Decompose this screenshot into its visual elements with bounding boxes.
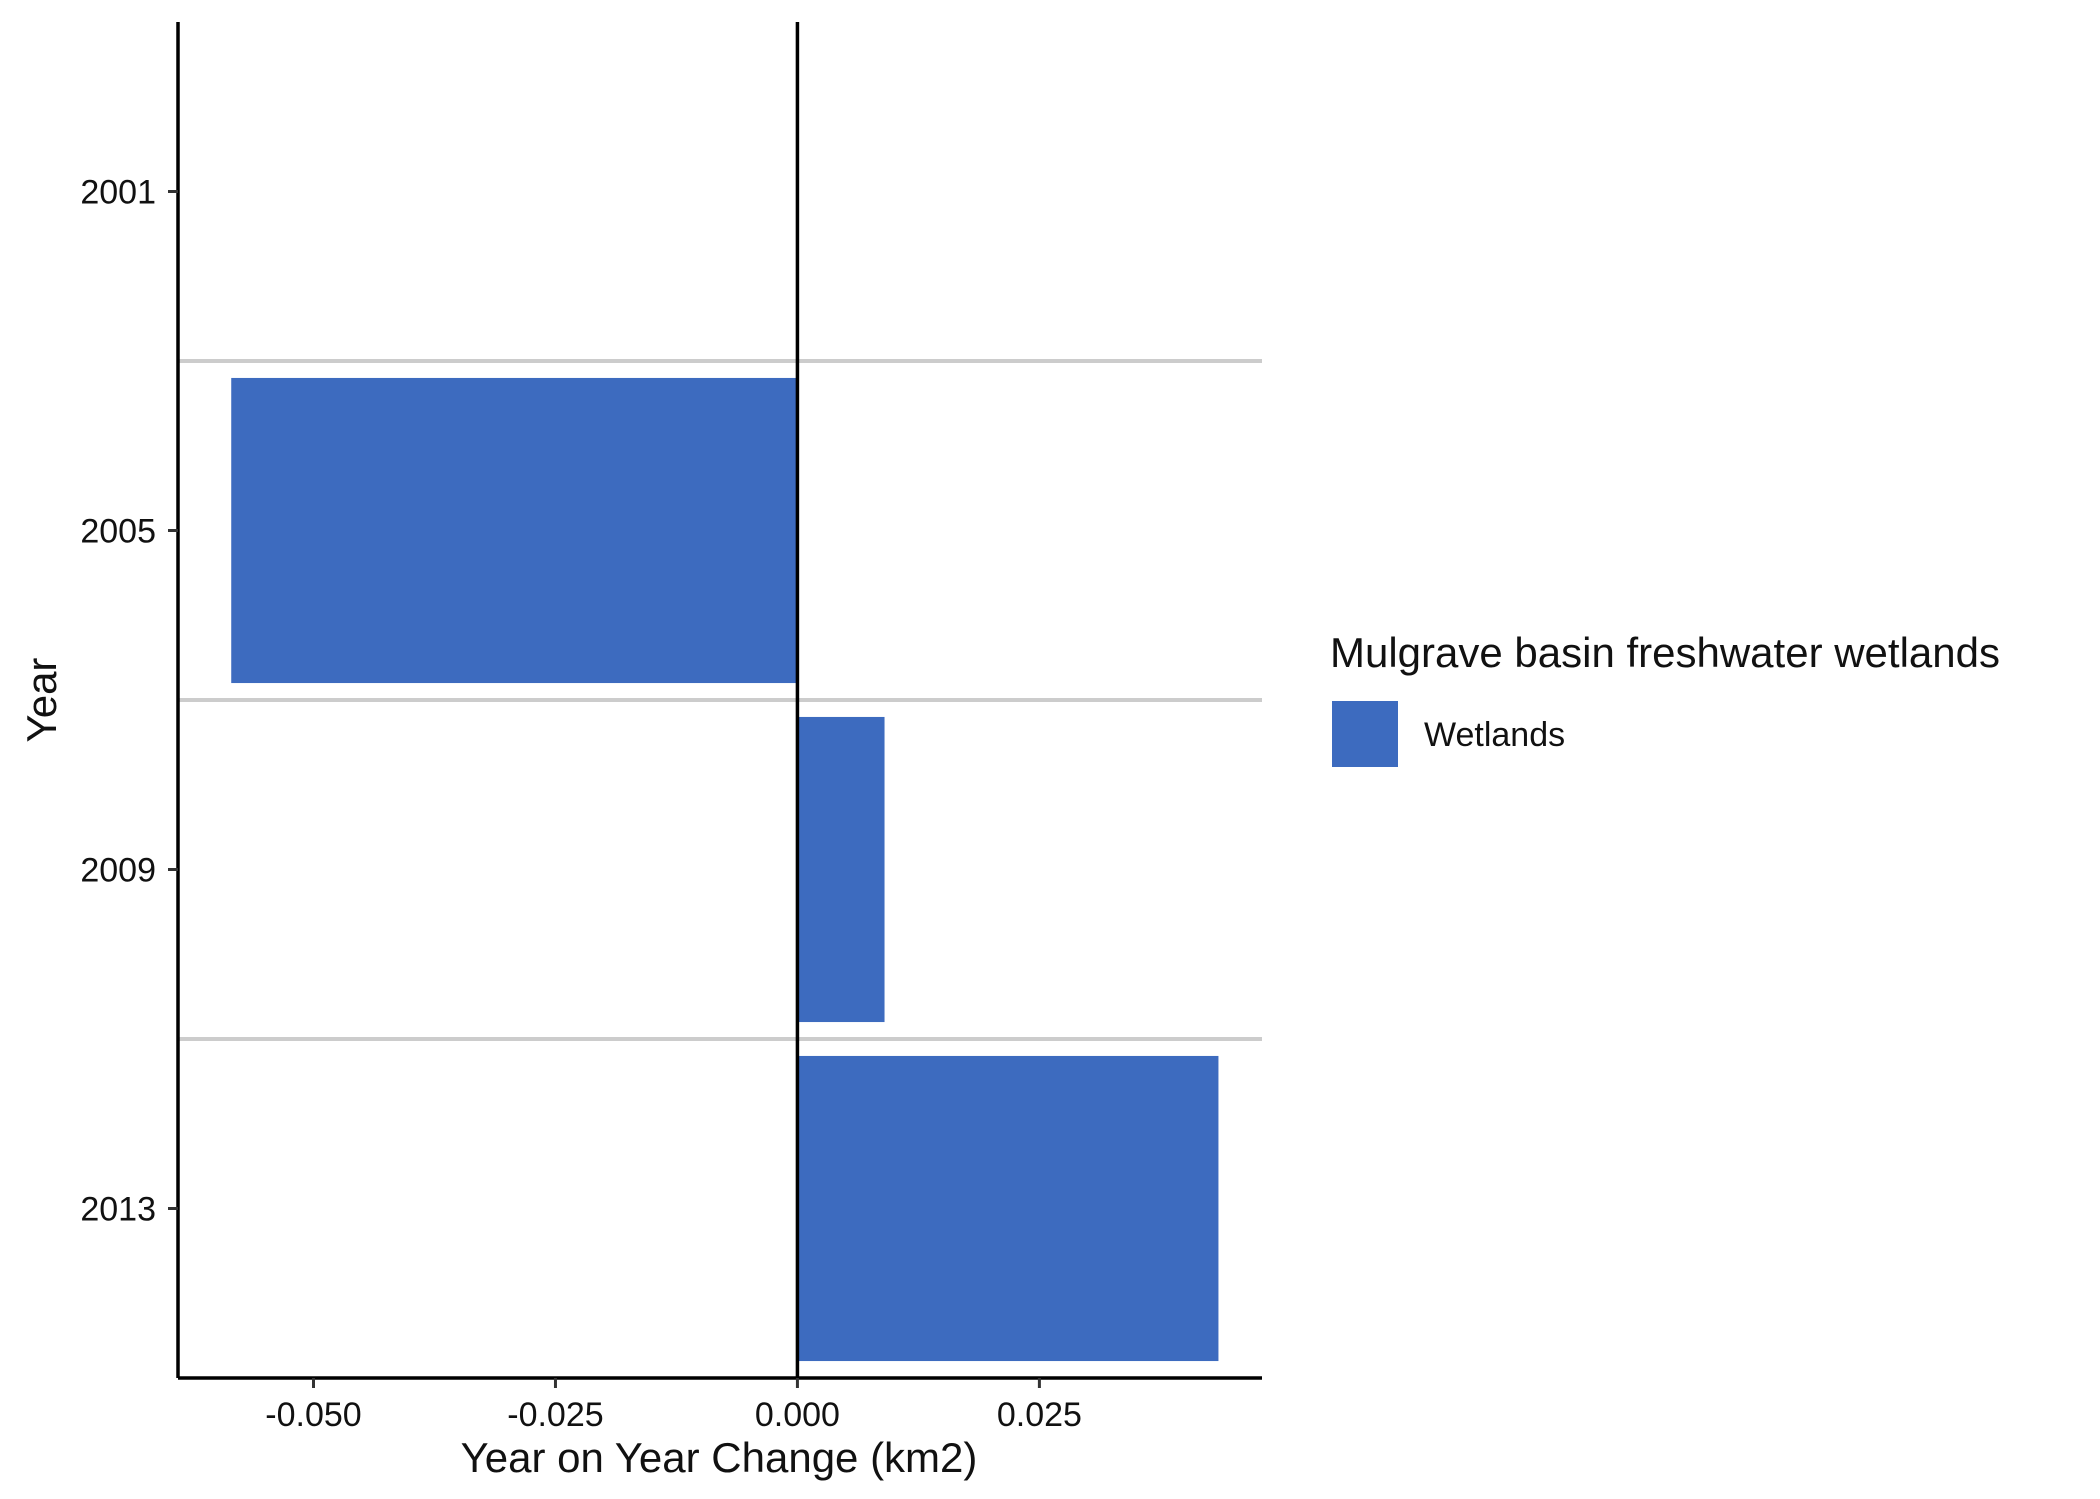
- x-tick-label: -0.050: [265, 1396, 361, 1434]
- bars: [231, 377, 1219, 1362]
- y-tick-label: 2001: [80, 174, 156, 212]
- category-separators: [178, 359, 1262, 1041]
- legend-title: Mulgrave basin freshwater wetlands: [1330, 629, 2000, 676]
- legend: Mulgrave basin freshwater wetlands Wetla…: [1330, 629, 2000, 767]
- y-tick-label: 2013: [80, 1191, 156, 1229]
- x-tick-label: -0.025: [507, 1396, 603, 1434]
- x-tick-label: 0.000: [755, 1396, 840, 1434]
- y-tick-label: 2009: [80, 852, 156, 890]
- x-tick-label: 0.025: [997, 1396, 1082, 1434]
- y-tick-label: 2005: [80, 513, 156, 551]
- legend-entries: Wetlands: [1332, 701, 1565, 767]
- axes: [176, 22, 1262, 1380]
- bar-2005: [231, 377, 798, 684]
- bar-2013: [797, 1055, 1219, 1362]
- y-axis-title: Year: [18, 658, 65, 743]
- legend-swatch: [1332, 701, 1398, 767]
- x-axis-title: Year on Year Change (km2): [461, 1434, 978, 1481]
- y-axis-ticks: 2001 2005 2009 2013: [80, 174, 178, 1229]
- x-axis-ticks: -0.050 -0.025 0.000 0.025: [265, 1378, 1082, 1434]
- legend-label: Wetlands: [1424, 716, 1565, 754]
- bar-2009: [797, 716, 885, 1023]
